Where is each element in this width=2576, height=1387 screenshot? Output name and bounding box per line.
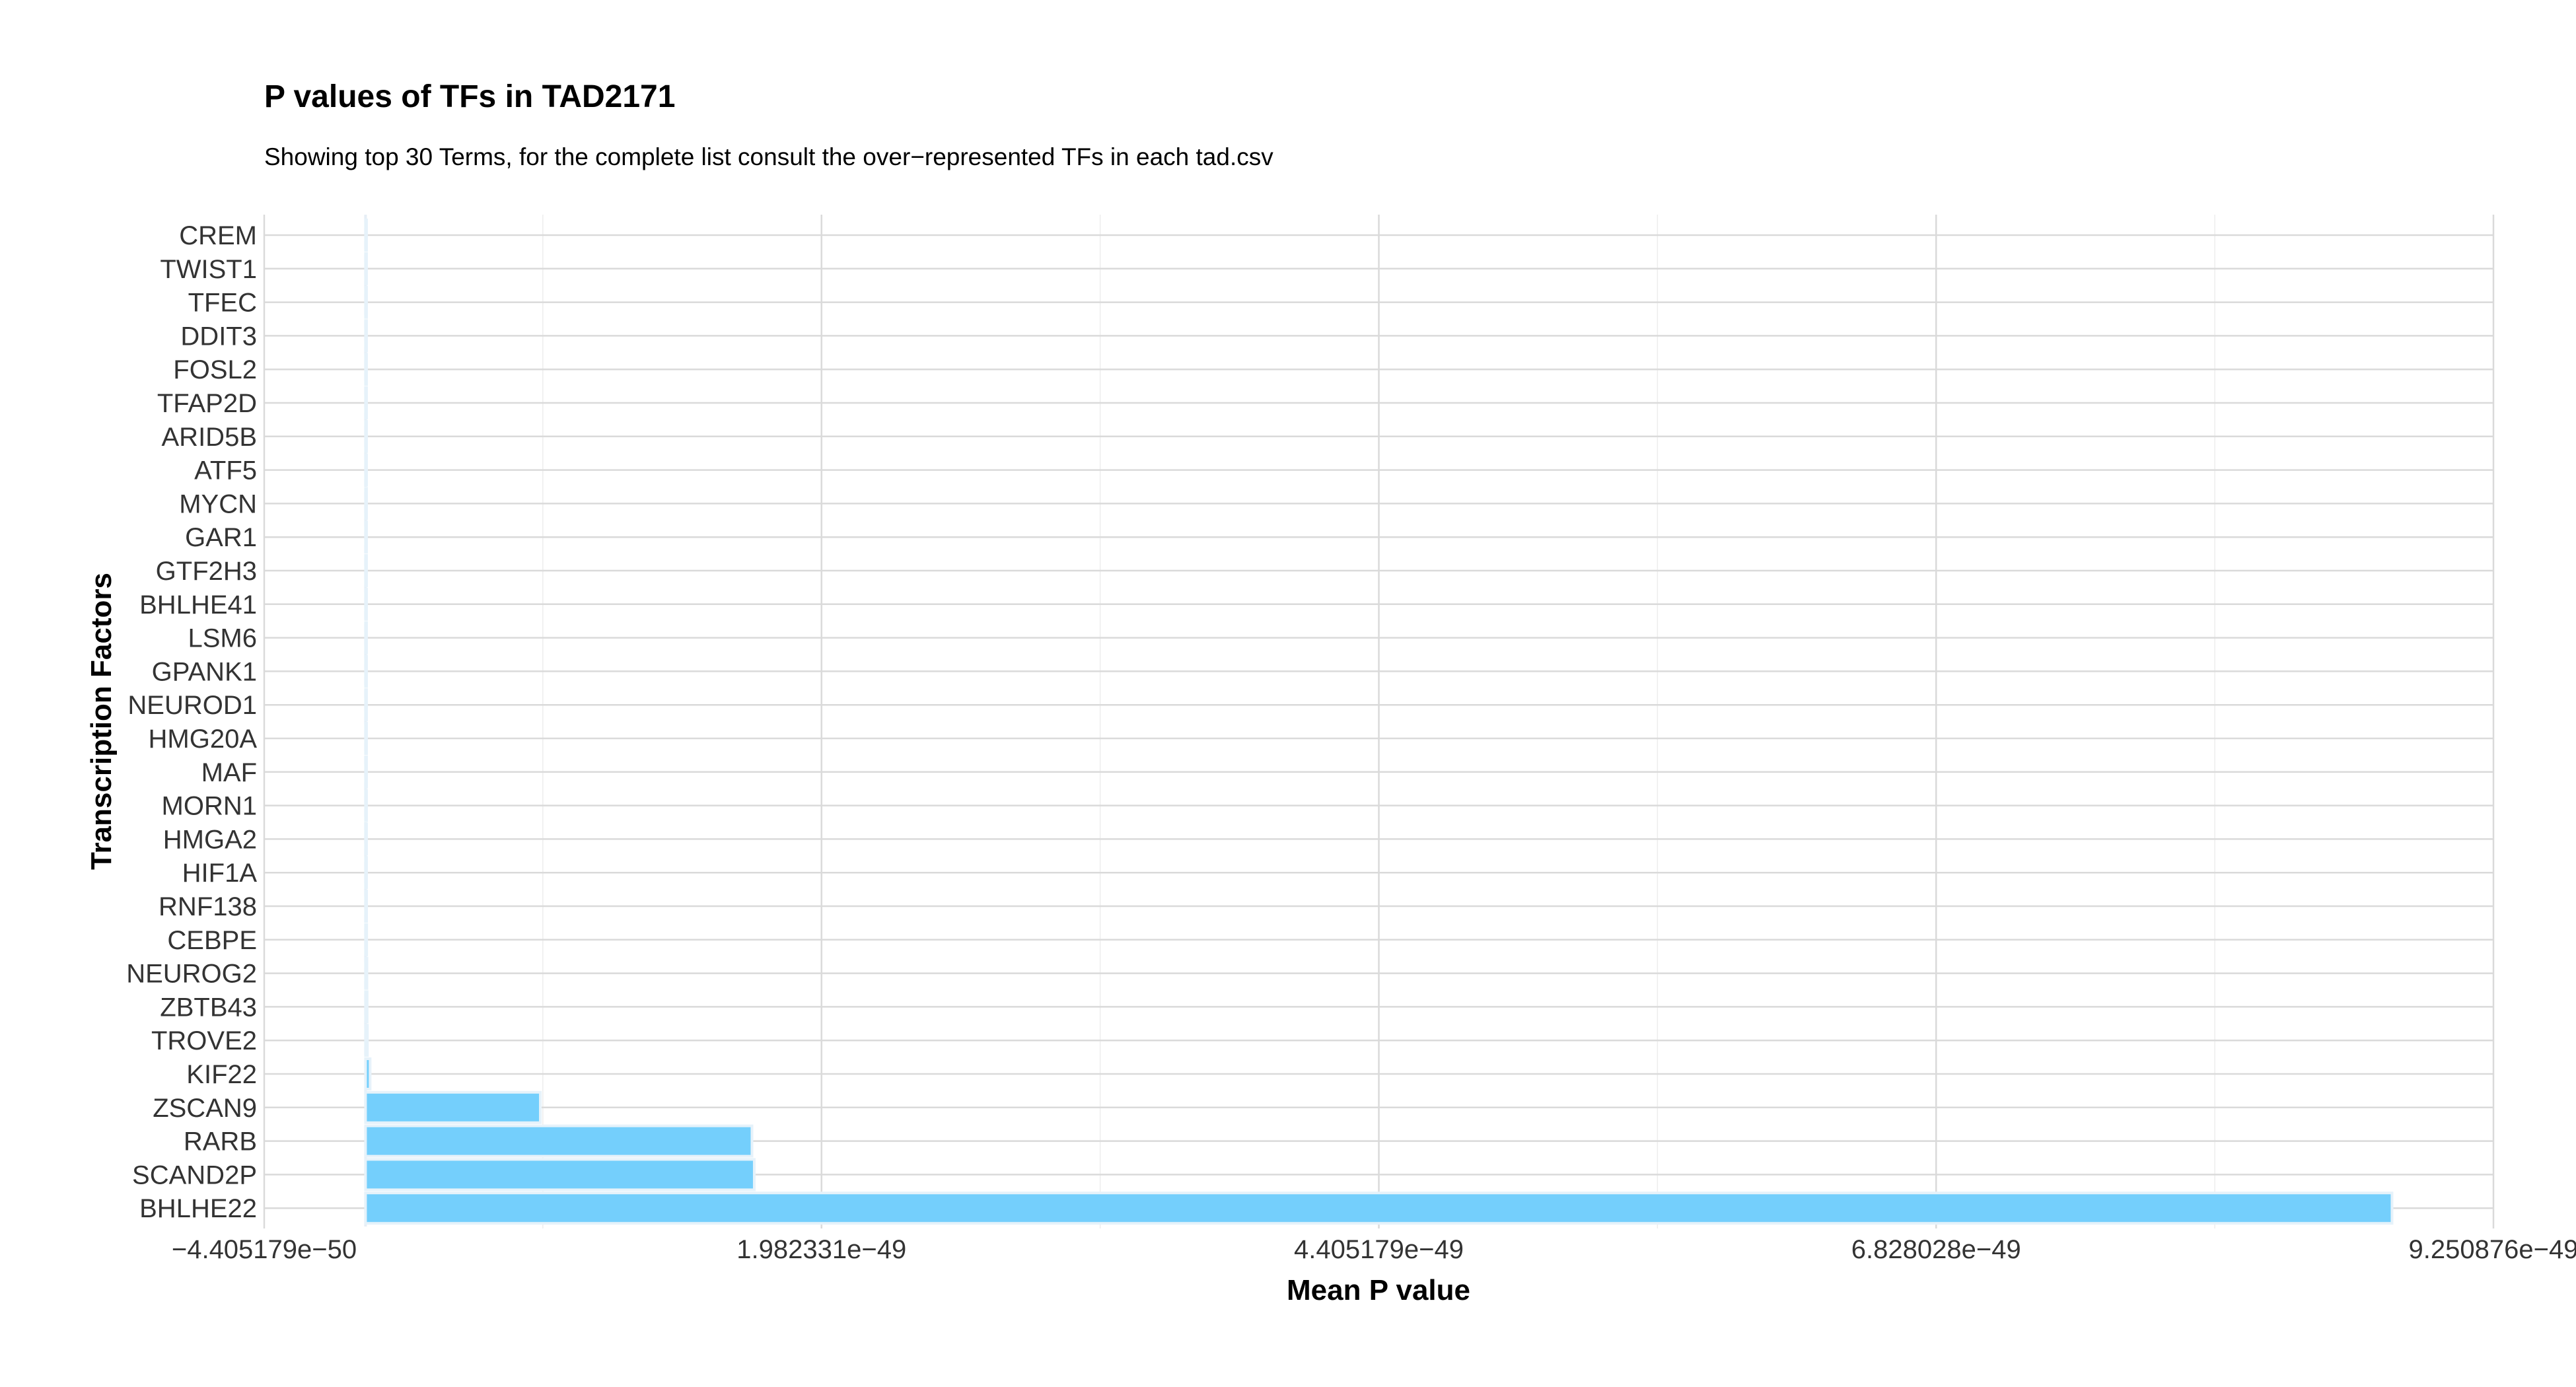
bar-morn1 <box>364 789 368 822</box>
bar-hif1a <box>364 856 368 890</box>
x-tick-labels: −4.405179e−50 1.982331e−49 4.405179e−49 6.8… <box>172 1235 2576 1264</box>
bar-gpank1 <box>364 655 368 688</box>
bar-scand2p <box>364 1158 756 1191</box>
bar-trove2 <box>364 1024 369 1057</box>
bar-hmga2 <box>364 822 368 856</box>
x-tick-label: 4.405179e−49 <box>1294 1235 1464 1264</box>
y-tick-label: HMGA2 <box>163 825 257 854</box>
bar-neurog2 <box>364 956 369 990</box>
y-tick-label: NEUROG2 <box>126 960 257 989</box>
chart-subtitle: Showing top 30 Terms, for the complete l… <box>264 143 1273 170</box>
y-tick-label: CREM <box>179 221 257 250</box>
bar-gar1 <box>364 520 368 554</box>
bar-maf <box>364 755 368 789</box>
y-tick-label: TFAP2D <box>157 389 257 418</box>
y-tick-label: MAF <box>201 758 257 787</box>
bar-tfap2d <box>364 386 368 419</box>
y-tick-label: KIF22 <box>186 1060 257 1089</box>
y-tick-label: RNF138 <box>159 892 257 921</box>
bar-gtf2h3 <box>364 554 368 587</box>
bar-ddit3 <box>364 319 368 353</box>
bar-cebpe <box>364 923 369 956</box>
y-tick-label: CEBPE <box>167 926 257 955</box>
bar-lsm6 <box>364 621 368 655</box>
y-tick-label: HIF1A <box>182 859 258 888</box>
y-tick-label: ATF5 <box>194 456 257 485</box>
y-tick-label: ZBTB43 <box>160 993 257 1022</box>
y-tick-label: RARB <box>184 1127 257 1156</box>
x-axis-title: Mean P value <box>1287 1274 1470 1306</box>
y-tick-label: DDIT3 <box>180 322 257 351</box>
bar-mycn <box>364 487 368 520</box>
y-tick-label: ARID5B <box>162 423 258 452</box>
y-tick-label: MYCN <box>179 489 257 518</box>
bar-twist1 <box>364 252 368 285</box>
x-tick-label: 1.982331e−49 <box>736 1235 906 1264</box>
bar-arid5b <box>364 419 368 453</box>
bars <box>364 219 2394 1225</box>
y-tick-label: FOSL2 <box>173 355 257 384</box>
bar-zbtb43 <box>364 990 369 1024</box>
bar-neurod1 <box>364 688 368 722</box>
x-tick-label: 6.828028e−49 <box>1851 1235 2021 1264</box>
y-tick-label: BHLHE22 <box>139 1194 257 1223</box>
y-tick-label: HMG20A <box>149 725 258 754</box>
y-tick-label: SCAND2P <box>132 1160 257 1190</box>
y-tick-label: TROVE2 <box>151 1026 257 1055</box>
y-tick-label: GTF2H3 <box>156 557 257 586</box>
chart-title: P values of TFs in TAD2171 <box>264 79 675 114</box>
y-axis-title: Transcription Factors <box>85 573 118 870</box>
x-tick-label: −4.405179e−50 <box>172 1235 357 1264</box>
bar-rarb <box>364 1124 754 1158</box>
bar-rnf138 <box>364 890 368 923</box>
bar-fosl2 <box>364 353 368 386</box>
bar-zscan9 <box>364 1090 542 1124</box>
bar-bhlhe22 <box>364 1191 2394 1225</box>
y-tick-label: LSM6 <box>188 624 258 653</box>
bar-atf5 <box>364 453 368 487</box>
bar-hmg20a <box>364 722 368 755</box>
y-tick-label: NEUROD1 <box>127 691 257 720</box>
grid-lines <box>263 215 2495 1228</box>
y-tick-labels: CREM TWIST1 TFEC DDIT3 FOSL2 TFAP2D ARID5B ATF5… <box>126 221 257 1223</box>
bar-bhlhe41 <box>364 587 368 621</box>
bar-crem <box>364 219 368 252</box>
y-tick-label: TFEC <box>188 289 257 318</box>
bar-kif22 <box>364 1057 372 1090</box>
y-tick-label: TWIST1 <box>160 255 257 284</box>
y-tick-label: BHLHE41 <box>139 590 257 620</box>
bar-tfec <box>364 285 368 319</box>
y-tick-label: GAR1 <box>185 523 257 552</box>
y-tick-label: ZSCAN9 <box>153 1094 257 1123</box>
y-tick-label: GPANK1 <box>152 657 257 686</box>
y-tick-label: MORN1 <box>162 792 257 821</box>
x-tick-label: 9.250876e−49 <box>2409 1235 2576 1264</box>
